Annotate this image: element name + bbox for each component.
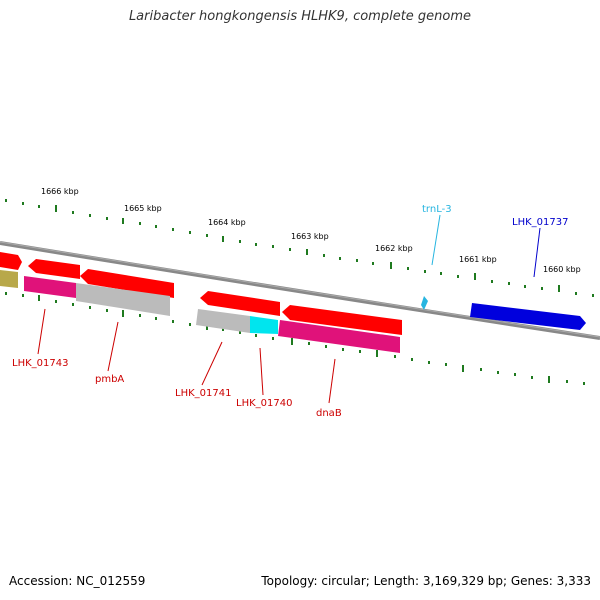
genome-backbone — [0, 241, 600, 340]
kbp-label-1664: 1664 kbp — [208, 218, 246, 227]
leader-pmba — [107, 321, 119, 372]
kbp-label-1662: 1662 kbp — [375, 244, 413, 253]
label-lhk-01740[interactable]: LHK_01740 — [236, 398, 292, 409]
gene-arrow-red-edge[interactable] — [0, 252, 22, 270]
outer-tick-row — [5, 199, 594, 297]
kbp-label-1660: 1660 kbp — [543, 265, 581, 274]
leader-dnab — [328, 358, 336, 404]
leader-lhk-01743 — [37, 308, 46, 355]
leader-lhk-01740 — [259, 347, 264, 396]
gene-gray-01741[interactable] — [196, 309, 250, 333]
gene-cyan-01740[interactable] — [250, 316, 278, 334]
leader-lhk-01741 — [201, 341, 223, 386]
kbp-label-1663: 1663 kbp — [291, 232, 329, 241]
gene-gray-pmba[interactable] — [76, 283, 170, 316]
trna-trnl3-marker[interactable] — [421, 296, 428, 310]
gene-pink-01743[interactable] — [24, 276, 76, 298]
label-dnab[interactable]: dnaB — [316, 408, 342, 419]
inner-tick-row — [5, 292, 585, 385]
gene-arrow-red-01744[interactable] — [28, 259, 80, 279]
kbp-label-1665: 1665 kbp — [124, 204, 162, 213]
gene-olive-edge[interactable] — [0, 270, 18, 288]
label-lhk-01743[interactable]: LHK_01743 — [12, 358, 68, 369]
label-lhk-01737[interactable]: LHK_01737 — [512, 217, 568, 228]
gene-pink-dnab[interactable] — [278, 320, 400, 353]
gene-arrow-red-pmba[interactable] — [80, 269, 174, 298]
leader-trnl3 — [431, 214, 441, 266]
label-pmba[interactable]: pmbA — [95, 374, 124, 385]
label-trnl3[interactable]: trnL-3 — [422, 204, 452, 215]
gene-arrow-blue-01737[interactable] — [470, 303, 586, 330]
gene-arrow-red-01739[interactable] — [282, 305, 402, 335]
topology-summary-text: Topology: circular; Length: 3,169,329 bp… — [261, 574, 591, 588]
gene-arrow-red-01742[interactable] — [200, 291, 280, 316]
genome-backbone-highlight — [0, 241, 600, 338]
label-lhk-01741[interactable]: LHK_01741 — [175, 388, 231, 399]
map-title: Laribacter hongkongensis HLHK9, complete… — [128, 9, 472, 24]
kbp-label-1666: 1666 kbp — [41, 187, 79, 196]
accession-text: Accession: NC_012559 — [9, 574, 146, 588]
leader-lhk-01737 — [533, 227, 541, 278]
kbp-label-1661: 1661 kbp — [459, 255, 497, 264]
